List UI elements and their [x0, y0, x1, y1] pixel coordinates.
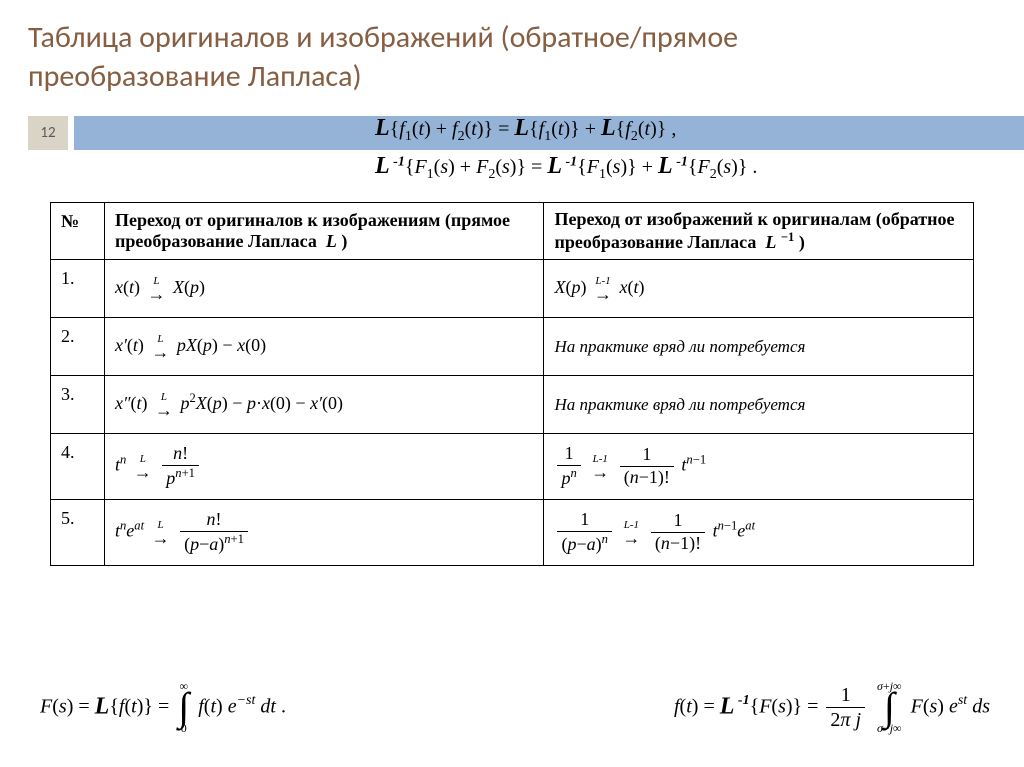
title-line-2: преобразование Лапласа): [28, 58, 362, 95]
col-header-direct: Переход от оригиналов к изображениям (пр…: [104, 203, 544, 260]
formula-inverse-5: 1(p−a)n L-1→ 1(n−1)! tn−1eat: [544, 500, 974, 566]
row-num: 1.: [51, 260, 105, 318]
linearity-formula-block: L{f1(t) + f2(t)} = L{f1(t)} + L{f2(t)} ,…: [375, 110, 995, 185]
table-row: 5. tneat L→ n!(p−a)n+1 1(p−a)n L-1→ 1(n−…: [51, 500, 974, 566]
formula-inverse-2: На практике вряд ли потребуется: [544, 318, 974, 376]
linearity-formula-inverse: L -1{F1(s) + F2(s)} = L -1{F1(s)} + L -1…: [375, 148, 995, 186]
formula-direct-1: x(t) L→ X(p): [104, 260, 544, 318]
slide-title: Таблица оригиналов и изображений (обратн…: [0, 0, 1024, 96]
formula-direct-2: x′(t) L→ pX(p) − x(0): [104, 318, 544, 376]
row-num: 2.: [51, 318, 105, 376]
table-row: 2. x′(t) L→ pX(p) − x(0) На практике вря…: [51, 318, 974, 376]
page-number: 12: [40, 124, 55, 142]
col-header-inverse: Переход от изображений к оригиналам (обр…: [544, 203, 974, 260]
row-num: 3.: [51, 376, 105, 434]
formula-direct-3: x″(t) L→ p2X(p) − p·x(0) − x′(0): [104, 376, 544, 434]
table-row: 3. x″(t) L→ p2X(p) − p·x(0) − x′(0) На п…: [51, 376, 974, 434]
formula-direct-4: tn L→ n!pn+1: [104, 434, 544, 500]
definition-formulas: F(s) = L{f(t)} = ∞∫0 f(t) e−st dt . f(t)…: [40, 680, 990, 734]
table-row: 1. x(t) L→ X(p) X(p) L-1→ x(t): [51, 260, 974, 318]
transform-table: № Переход от оригиналов к изображениям (…: [50, 202, 974, 566]
col-header-num: №: [51, 203, 105, 260]
linearity-formula-direct: L{f1(t) + f2(t)} = L{f1(t)} + L{f2(t)} ,: [375, 110, 995, 148]
table-row: 4. tn L→ n!pn+1 1pn L-1→ 1(n−1)! tn−1: [51, 434, 974, 500]
formula-inverse-1: X(p) L-1→ x(t): [544, 260, 974, 318]
formula-inverse-3: На практике вряд ли потребуется: [544, 376, 974, 434]
formula-direct-5: tneat L→ n!(p−a)n+1: [104, 500, 544, 566]
inverse-transform-definition: f(t) = L -1{F(s)} = 12π j σ+j∞∫σ−j∞ F(s)…: [674, 680, 990, 734]
formula-inverse-4: 1pn L-1→ 1(n−1)! tn−1: [544, 434, 974, 500]
row-num: 5.: [51, 500, 105, 566]
title-line-1: Таблица оригиналов и изображений (обратн…: [28, 19, 738, 56]
page-number-box: 12: [28, 116, 68, 150]
direct-transform-definition: F(s) = L{f(t)} = ∞∫0 f(t) e−st dt .: [40, 680, 286, 734]
row-num: 4.: [51, 434, 105, 500]
table-header-row: № Переход от оригиналов к изображениям (…: [51, 203, 974, 260]
laplace-table: № Переход от оригиналов к изображениям (…: [50, 202, 974, 566]
